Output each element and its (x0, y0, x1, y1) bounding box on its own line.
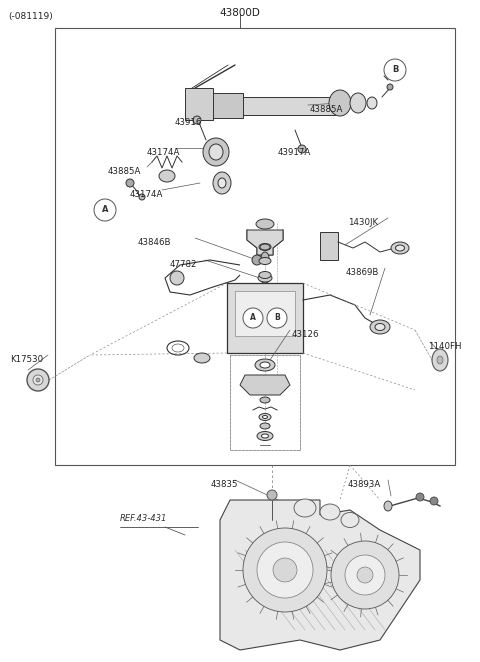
Circle shape (267, 490, 277, 500)
Ellipse shape (33, 375, 43, 385)
Ellipse shape (259, 271, 271, 279)
Ellipse shape (396, 245, 405, 251)
Text: 43846B: 43846B (138, 238, 171, 247)
Text: A: A (102, 205, 108, 214)
Circle shape (345, 555, 385, 595)
Ellipse shape (294, 499, 316, 517)
Ellipse shape (260, 362, 270, 368)
Polygon shape (240, 375, 290, 395)
Ellipse shape (370, 320, 390, 334)
Ellipse shape (262, 434, 268, 438)
Polygon shape (247, 230, 283, 255)
Bar (240, 97, 335, 115)
Text: A: A (250, 314, 256, 322)
Circle shape (193, 116, 201, 124)
Text: 1140FH: 1140FH (428, 342, 461, 351)
Text: 43917A: 43917A (278, 148, 311, 157)
Ellipse shape (384, 501, 392, 511)
Ellipse shape (375, 324, 385, 330)
Circle shape (170, 271, 184, 285)
Text: 43800D: 43800D (219, 8, 261, 18)
Ellipse shape (258, 274, 272, 282)
Ellipse shape (391, 242, 409, 254)
Ellipse shape (260, 244, 270, 250)
Circle shape (331, 541, 399, 609)
Ellipse shape (437, 356, 443, 364)
Ellipse shape (213, 172, 231, 194)
Bar (235, 291, 295, 336)
Ellipse shape (341, 512, 359, 528)
Ellipse shape (261, 252, 269, 264)
Text: B: B (274, 314, 280, 322)
Circle shape (257, 542, 313, 598)
Circle shape (94, 199, 116, 221)
Text: 47782: 47782 (170, 260, 197, 269)
Circle shape (126, 179, 134, 187)
Ellipse shape (367, 97, 377, 109)
Circle shape (416, 493, 424, 501)
Ellipse shape (194, 353, 210, 363)
Text: K17530: K17530 (10, 355, 43, 364)
Text: 43885A: 43885A (108, 167, 142, 176)
Ellipse shape (259, 258, 271, 265)
Bar (230, 355, 300, 450)
Circle shape (252, 255, 262, 265)
Ellipse shape (159, 170, 175, 182)
Text: B: B (392, 66, 398, 75)
Circle shape (260, 273, 270, 283)
Circle shape (267, 308, 287, 328)
Circle shape (387, 84, 393, 90)
Text: 43916: 43916 (175, 118, 203, 127)
Text: REF.43-431: REF.43-431 (120, 514, 168, 523)
Polygon shape (220, 500, 420, 650)
Ellipse shape (203, 138, 229, 166)
Circle shape (384, 59, 406, 81)
Text: 43174A: 43174A (147, 148, 180, 157)
Ellipse shape (259, 244, 271, 250)
Circle shape (273, 558, 297, 582)
Text: (-081119): (-081119) (8, 12, 53, 21)
Ellipse shape (260, 397, 270, 403)
Circle shape (298, 145, 306, 153)
Circle shape (243, 528, 327, 612)
Ellipse shape (263, 416, 267, 418)
Bar (320, 232, 338, 260)
Text: 1430JK: 1430JK (348, 218, 378, 227)
Ellipse shape (209, 144, 223, 160)
Ellipse shape (329, 90, 351, 116)
Text: 43835: 43835 (211, 480, 239, 489)
Bar (230, 355, 300, 450)
Text: 43893A: 43893A (348, 480, 381, 489)
Bar (207, 93, 243, 118)
Ellipse shape (432, 349, 448, 371)
Ellipse shape (255, 359, 275, 371)
Bar (55, 28, 455, 465)
Text: 43126: 43126 (292, 330, 320, 339)
Text: 43174A: 43174A (130, 190, 163, 199)
Text: 43869B: 43869B (346, 268, 379, 277)
Circle shape (357, 567, 373, 583)
Bar (185, 88, 213, 120)
Bar (227, 283, 303, 353)
Ellipse shape (259, 414, 271, 420)
Text: 43885A: 43885A (310, 105, 343, 114)
Ellipse shape (260, 423, 270, 429)
Ellipse shape (36, 378, 40, 382)
Ellipse shape (256, 219, 274, 229)
Ellipse shape (350, 93, 366, 113)
Ellipse shape (27, 369, 49, 391)
Circle shape (430, 497, 438, 505)
Ellipse shape (320, 504, 340, 520)
Ellipse shape (218, 178, 226, 188)
Ellipse shape (257, 432, 273, 440)
Circle shape (243, 308, 263, 328)
Circle shape (139, 194, 145, 200)
